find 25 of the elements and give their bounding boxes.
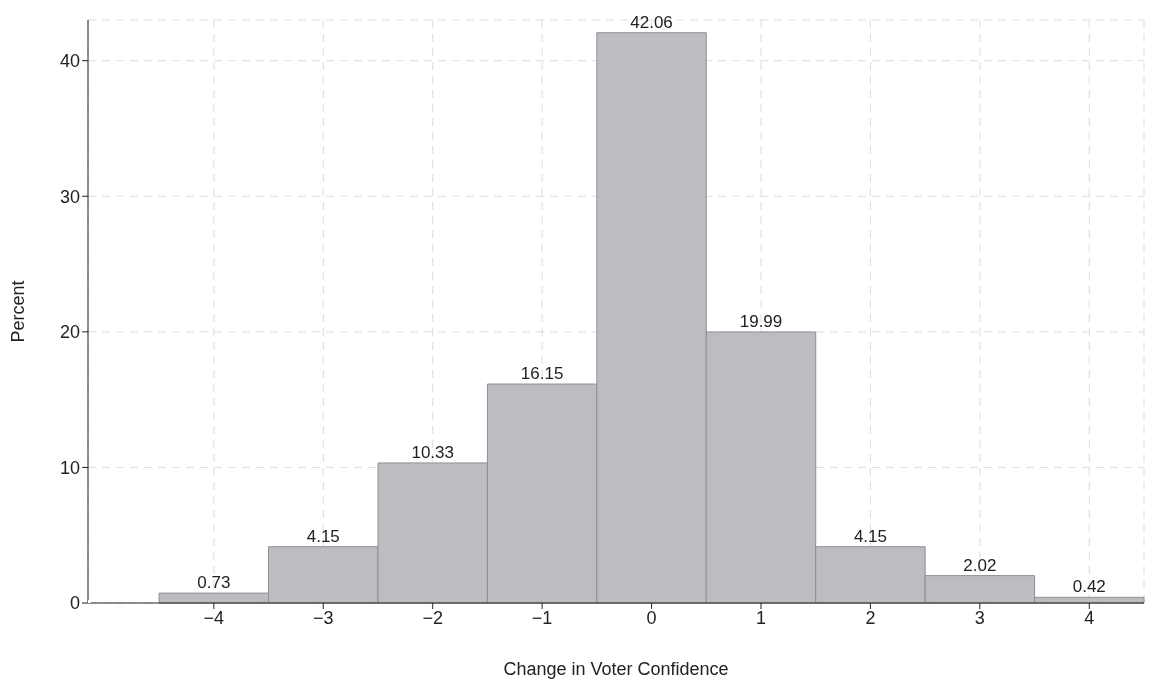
x-tick-label: −1 bbox=[531, 607, 553, 628]
data-label: 16.15 bbox=[520, 364, 564, 384]
y-tick-label: 20 bbox=[59, 322, 80, 343]
x-axis-title: Change in Voter Confidence bbox=[503, 659, 729, 679]
data-label: 0.73 bbox=[197, 573, 231, 593]
x-tick-label: 0 bbox=[646, 607, 657, 628]
data-label: 19.99 bbox=[739, 311, 783, 331]
x-tick-label: 2 bbox=[865, 607, 876, 628]
x-tick-label: −3 bbox=[313, 607, 334, 628]
y-tick-label: 30 bbox=[59, 186, 80, 207]
data-label: 4.15 bbox=[306, 526, 340, 546]
x-tick-label: −4 bbox=[203, 607, 225, 628]
x-tick-label: 1 bbox=[755, 607, 766, 628]
data-label: 42.06 bbox=[630, 12, 673, 32]
data-label: 4.15 bbox=[853, 526, 887, 546]
data-label: 0.42 bbox=[1072, 577, 1106, 597]
y-tick-label: 10 bbox=[59, 457, 80, 478]
y-axis-title: Percent bbox=[8, 280, 29, 343]
x-tick-label: −2 bbox=[422, 607, 443, 628]
x-tick-label: 4 bbox=[1084, 607, 1095, 628]
x-tick-label: 3 bbox=[974, 607, 985, 628]
y-tick-label: 40 bbox=[59, 51, 80, 72]
data-label: 2.02 bbox=[963, 555, 997, 575]
y-tick-label: 0 bbox=[69, 593, 80, 614]
data-label: 10.33 bbox=[411, 442, 454, 462]
